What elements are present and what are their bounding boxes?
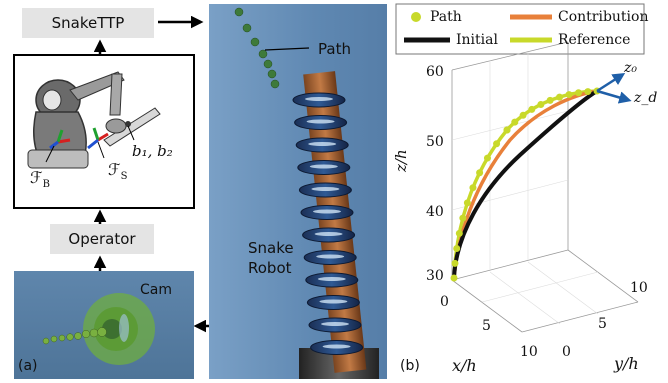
robot-disk-highlight (306, 119, 335, 124)
legend-path-label: Path (430, 9, 462, 25)
trajectory-plot (395, 3, 645, 333)
path-marker (511, 118, 519, 126)
z-tick-30: 30 (426, 268, 444, 284)
path-marker (537, 100, 545, 108)
panel-a-label: (a) (18, 358, 38, 374)
path-marker (556, 93, 564, 101)
path-label: Path (318, 40, 351, 58)
path-marker (455, 229, 463, 237)
path-marker (483, 154, 491, 162)
path-marker (528, 105, 536, 113)
robot-disk-highlight (313, 209, 341, 214)
robot-view (209, 4, 387, 379)
robot-disk-highlight (316, 254, 345, 259)
z-tick-50: 50 (426, 134, 444, 150)
camera-scene (42, 293, 155, 365)
x-tick-5: 5 (482, 318, 491, 334)
snake-robot-label: Snake Robot (248, 238, 294, 278)
plot-axes-box (451, 41, 639, 333)
path-marker (450, 274, 458, 282)
frame-s-label: ℱS (108, 160, 128, 183)
z-tick-40: 40 (426, 204, 444, 220)
y-tick-0: 0 (562, 344, 571, 360)
snakettp-label: SnakeTTP (51, 14, 125, 32)
robot-disk-highlight (309, 164, 338, 169)
x-axis-label: x/h (452, 356, 477, 375)
path-curve-markers (450, 87, 601, 282)
robot-disks (292, 92, 364, 355)
y-axis-label: y/h (614, 354, 639, 373)
cam-label: Cam (140, 282, 172, 298)
path-marker (565, 91, 573, 99)
z-tick-60: 60 (426, 64, 444, 80)
path-markers (234, 7, 280, 89)
y-tick-5: 5 (598, 316, 607, 332)
z0-vector (596, 72, 626, 93)
initial-curve (452, 89, 599, 279)
path-marker (459, 214, 467, 222)
robot-disk-highlight (319, 299, 348, 304)
robot-disk-highlight (322, 344, 351, 349)
legend-initial-label: Initial (456, 32, 498, 48)
path-marker (584, 88, 592, 96)
zd-vector-label: z_d (634, 90, 658, 106)
z-axis-label: z/h (392, 149, 410, 172)
camera-view (14, 271, 194, 379)
z0-vector-label: z₀ (624, 60, 637, 76)
frame-b-subscript: B (42, 179, 50, 191)
robot-disk-highlight (305, 97, 333, 101)
plot-gridlines (451, 52, 599, 325)
path-marker (463, 199, 471, 207)
path-marker (519, 111, 527, 119)
path-marker (493, 140, 501, 148)
x-tick-10: 10 (520, 344, 538, 360)
robot-disk-highlight (308, 142, 337, 146)
operator-box: Operator (50, 224, 154, 254)
robot-disk-highlight (311, 187, 340, 191)
legend-box (395, 3, 645, 55)
path-marker (451, 259, 459, 267)
snake-robot-label-line2: Robot (248, 259, 292, 277)
y-tick-10: 10 (630, 280, 648, 296)
path-marker (575, 89, 583, 97)
zd-vector (596, 89, 632, 104)
robot-disk-highlight (317, 277, 346, 281)
path-marker (469, 184, 477, 192)
legend-path-marker (411, 12, 421, 22)
legend-contribution-label: Contribution (558, 9, 649, 25)
frame-s-subscript: S (120, 171, 128, 183)
legend-reference-label: Reference (558, 32, 631, 48)
buttons-label: b₁, b₂ (132, 142, 173, 160)
haptic-device-illustration (27, 71, 161, 169)
operator-label: Operator (68, 230, 136, 248)
x-tick-0: 0 (440, 294, 449, 310)
snake-robot-label-line1: Snake (248, 239, 294, 257)
path-marker (476, 169, 484, 177)
path-marker (503, 126, 511, 134)
panel-b-label: (b) (400, 358, 420, 374)
snakettp-box: SnakeTTP (22, 8, 154, 38)
frame-b-label: ℱB (30, 168, 50, 191)
reference-curve (452, 89, 598, 279)
path-marker (453, 244, 461, 252)
robot-disk-highlight (321, 322, 349, 326)
robot-disk-highlight (314, 232, 343, 236)
robot-scene (234, 7, 379, 379)
path-marker (546, 96, 554, 104)
